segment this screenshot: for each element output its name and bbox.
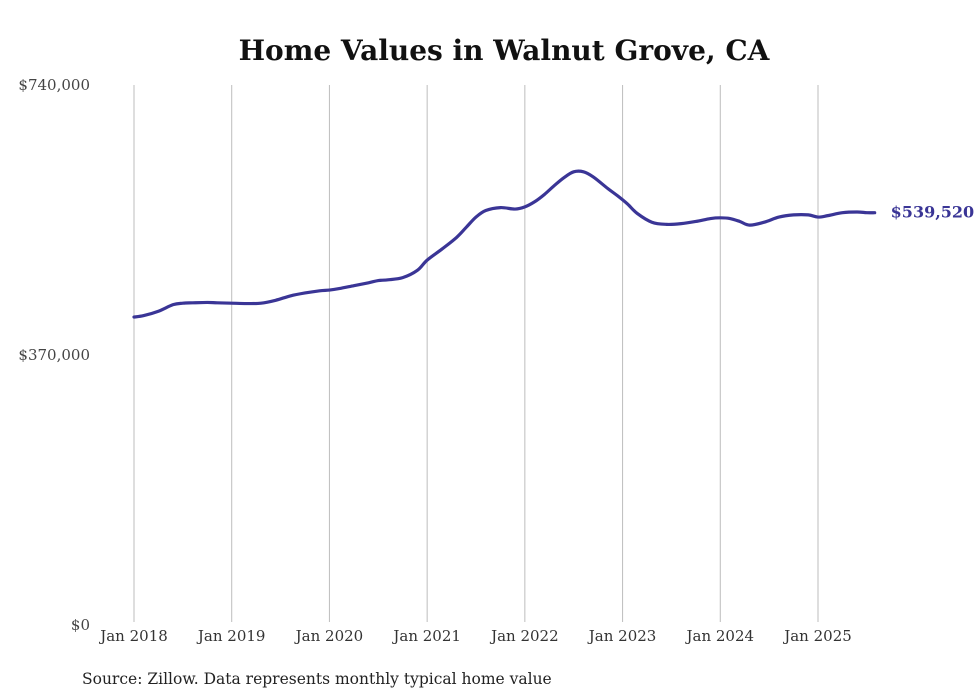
series-line-home-value <box>132 169 877 319</box>
x-tick-label: Jan 2020 <box>294 627 364 645</box>
y-tick-label: $740,000 <box>18 76 90 94</box>
series-layer: $539,520 <box>132 169 975 319</box>
y-tick-label: $0 <box>71 616 90 634</box>
chart-title: Home Values in Walnut Grove, CA <box>239 34 771 67</box>
x-tick-label: Jan 2022 <box>489 627 559 645</box>
source-note: Source: Zillow. Data represents monthly … <box>82 670 552 688</box>
end-value-label: $539,520 <box>891 203 975 222</box>
x-tick-label: Jan 2023 <box>587 627 657 645</box>
x-tick-label: Jan 2024 <box>685 627 755 645</box>
vertical-gridlines <box>133 85 819 622</box>
x-tick-label: Jan 2025 <box>782 627 852 645</box>
x-axis-ticks: Jan 2018 Jan 2019 Jan 2020 Jan 2021 Jan 2022… <box>98 627 852 645</box>
x-tick-label: Jan 2018 <box>98 627 168 645</box>
y-axis-ticks: $740,000 $370,000 $0 <box>18 76 90 634</box>
x-tick-label: Jan 2019 <box>196 627 266 645</box>
y-tick-label: $370,000 <box>18 346 90 364</box>
x-tick-label: Jan 2021 <box>391 627 461 645</box>
